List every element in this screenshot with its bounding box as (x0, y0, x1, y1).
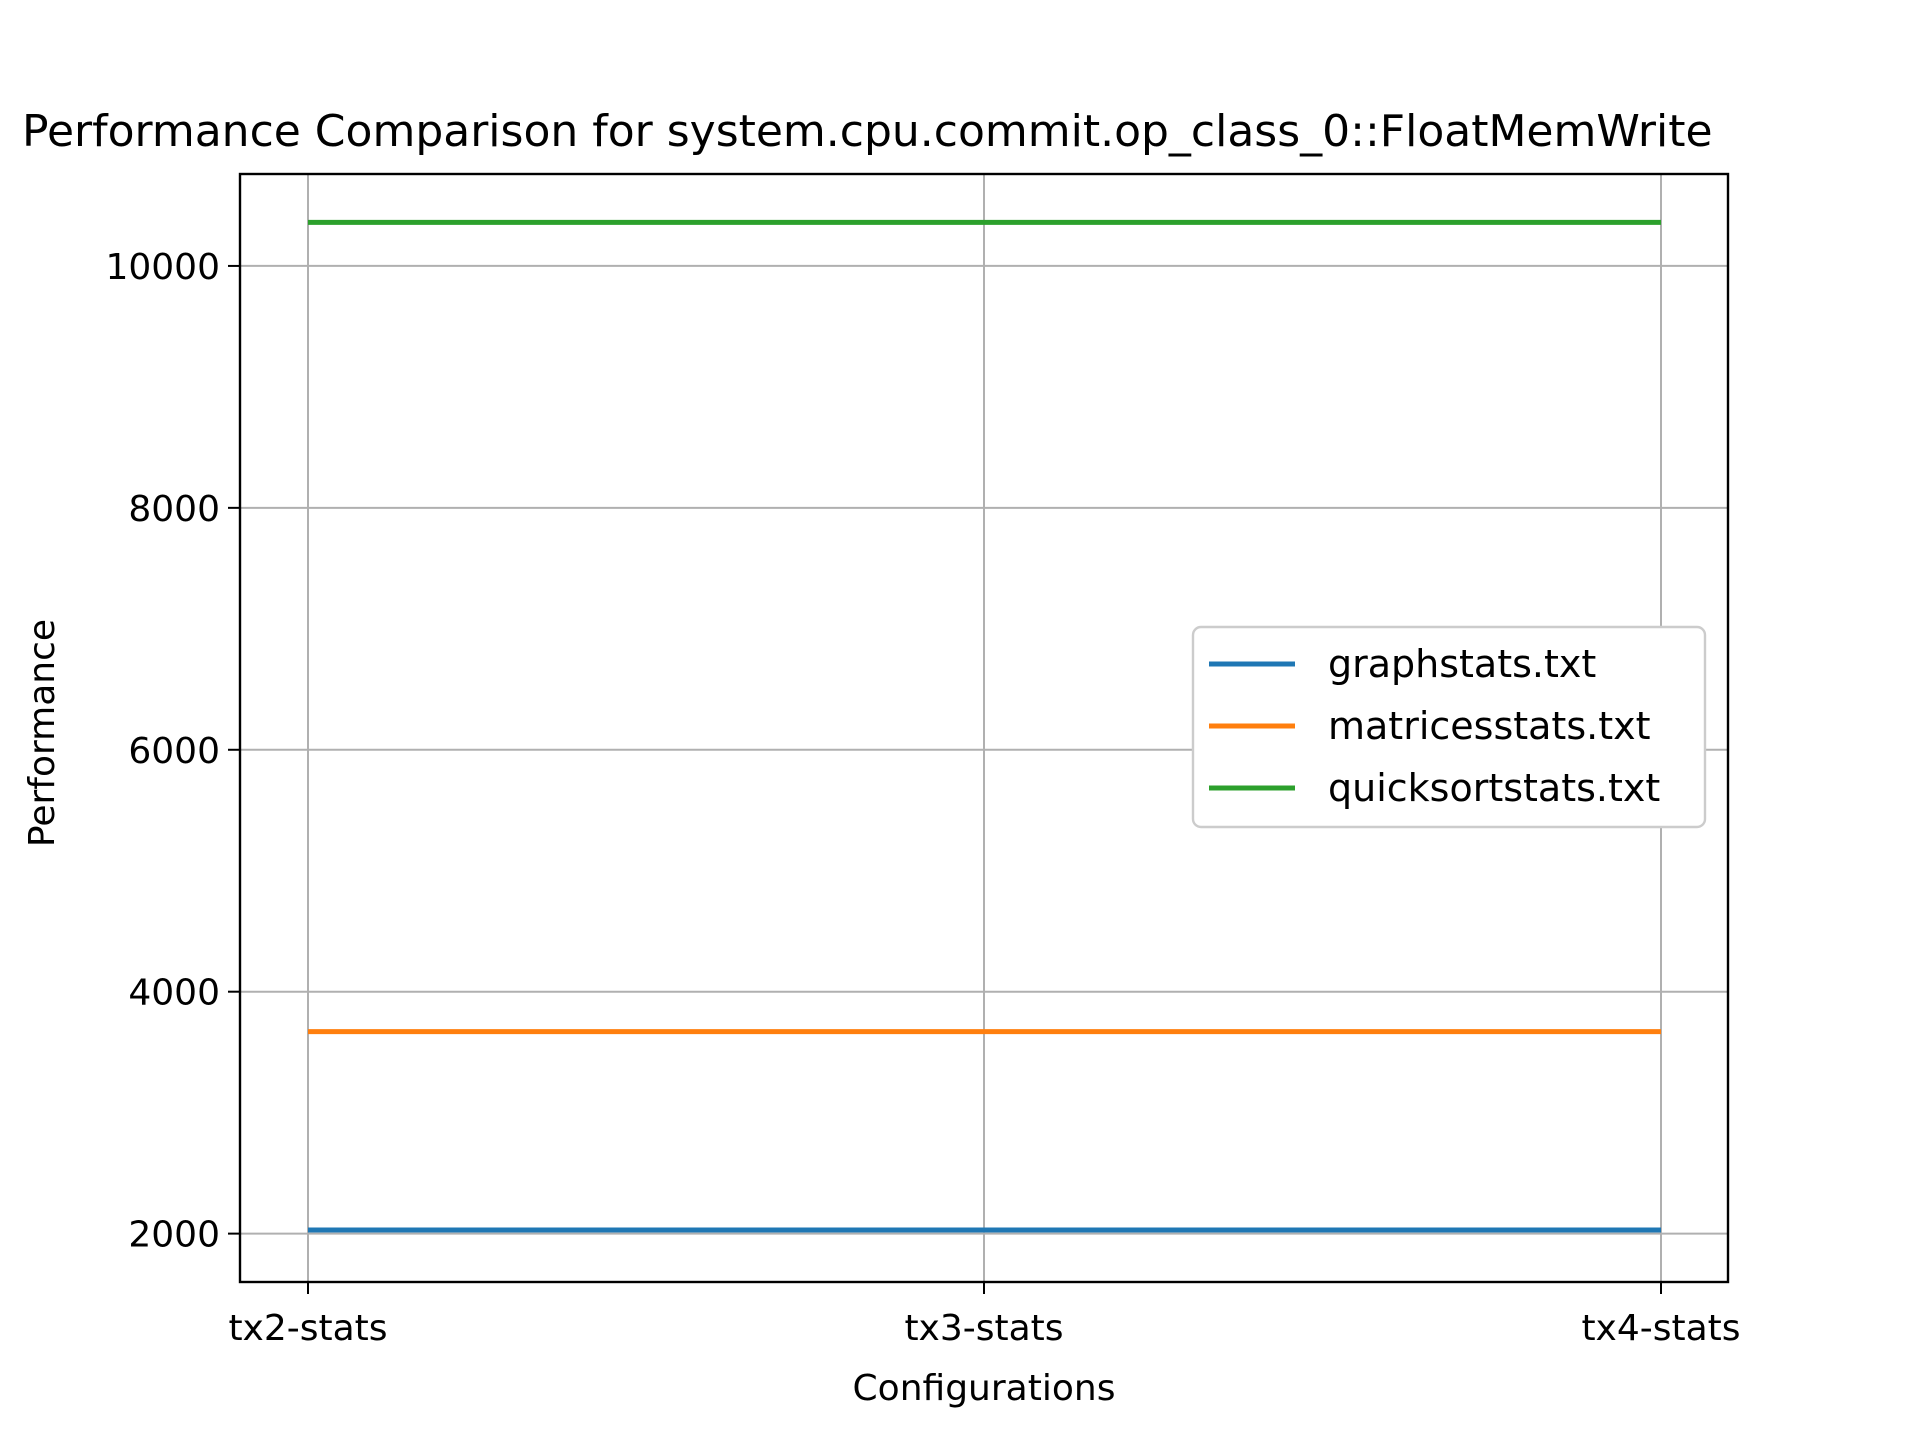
y-tick-label: 4000 (128, 973, 220, 1014)
legend-box (1191, 625, 1707, 829)
legend-label-2: matricesstats.txt (1328, 704, 1651, 748)
y-tick-label: 2000 (128, 1215, 220, 1256)
chart-title: Performance Comparison for system.cpu.co… (22, 106, 1713, 157)
legend-items: graphstats.txt matricesstats.txt quicksort… (1209, 642, 1660, 810)
y-tick-label: 6000 (128, 731, 220, 772)
legend-label-1: graphstats.txt (1328, 642, 1596, 686)
y-tick-label: 10000 (105, 247, 220, 288)
series-lines (308, 219, 1661, 1233)
grid-lines (240, 174, 1728, 1282)
legend-label-3: quicksortstats.txt (1328, 766, 1660, 810)
x-tick-label: tx2-stats (228, 1308, 387, 1349)
x-tick-label: tx4-stats (1581, 1308, 1740, 1349)
x-tick-label: tx3-stats (904, 1308, 1063, 1349)
y-tick-label: 8000 (128, 489, 220, 530)
y-axis-label: Performance (22, 619, 63, 847)
x-axis-label: Configurations (853, 1368, 1116, 1409)
legend: graphstats.txt matricesstats.txt quicksort… (1191, 625, 1707, 829)
axis-ticks: 2000 4000 6000 8000 10000 tx2-stats tx3-stats t… (105, 247, 1740, 1349)
